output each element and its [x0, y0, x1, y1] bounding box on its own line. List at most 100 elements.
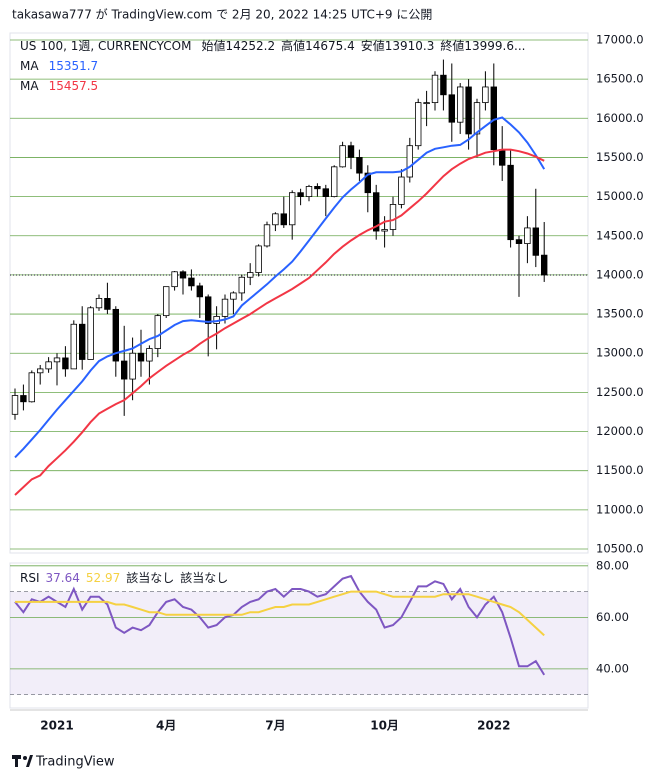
candle-body [347, 145, 355, 158]
x-tick-label: 7月 [265, 719, 285, 733]
ohlc-label: 高値 [281, 38, 305, 53]
candle-body [11, 395, 19, 415]
ohlc-value: 13999.6 [464, 39, 514, 53]
candle-body [507, 164, 514, 241]
rsi-tick-label: 60.00 [596, 610, 629, 624]
rsi-band [10, 591, 588, 695]
rsi-tick-label: 80.00 [596, 558, 629, 572]
x-tick-label: 10月 [370, 719, 399, 733]
rsi-na: 該当なし [180, 570, 228, 585]
candle-body [179, 271, 187, 279]
candle-body [398, 176, 405, 205]
candle-body [515, 239, 523, 244]
candle-body [456, 86, 464, 123]
rsi-value: 37.64 [46, 571, 80, 585]
candle-body [238, 276, 245, 294]
candle-body [95, 298, 103, 309]
y-tick-label: 11500.0 [596, 463, 644, 477]
ohlc-label: 安値 [361, 38, 385, 53]
ohlc-value: 13910.3 [385, 39, 435, 53]
ohlc-value: 14675.4 [305, 39, 355, 53]
price-pane [9, 32, 589, 554]
ohlc-value: 14252.2 [225, 39, 275, 53]
candle-body [356, 157, 363, 174]
candle-body [121, 360, 128, 380]
candle-body [53, 357, 61, 363]
candle-body [465, 86, 472, 135]
candle-body [162, 286, 170, 317]
candle-body [188, 277, 195, 287]
x-tick-label: 2021 [40, 719, 73, 733]
ma-line [14, 148, 545, 496]
candle-body [322, 188, 329, 197]
y-tick-label: 15000.0 [596, 189, 644, 203]
candle-body [288, 192, 296, 226]
candle-body [87, 307, 94, 360]
candle-body [305, 186, 313, 197]
candle-body [196, 285, 203, 298]
candle-body [381, 229, 388, 232]
truncation: ... [514, 39, 525, 53]
ma-value: 15351.7 [49, 59, 99, 73]
candle-body [297, 192, 304, 197]
ma-line [14, 116, 546, 459]
ma-name: MA [20, 59, 39, 73]
candle-body [129, 352, 136, 380]
candle-body [104, 298, 111, 310]
y-tick-label: 16000.0 [596, 111, 644, 125]
legend: US 100, 1週, CURRENCYCOM 始値14252.2 高値14675.… [20, 38, 525, 53]
rsi-tick-label: 40.00 [596, 661, 629, 675]
candle-body [79, 323, 86, 360]
candle-body [423, 102, 430, 105]
candle-body [204, 296, 212, 324]
rsi-name: RSI [20, 571, 40, 585]
candle-body [431, 74, 439, 104]
candle-body [146, 348, 153, 362]
candle-body [263, 224, 271, 247]
candle-body [246, 272, 254, 278]
y-tick-label: 10500.0 [596, 542, 644, 556]
candle-body [339, 145, 346, 168]
rsi-legend: RSI 37.64 52.97 該当なし 該当なし [20, 570, 228, 585]
y-tick-label: 14500.0 [596, 228, 644, 242]
candle-body [272, 213, 279, 226]
y-tick-label: 17000.0 [596, 32, 644, 46]
candle-body [45, 361, 52, 370]
candle-body [473, 102, 481, 135]
candle-body [389, 204, 397, 230]
header: takasawa777 が TradingView.com で 2月 20, 2… [12, 7, 432, 22]
candle-body [70, 323, 77, 370]
footer: TradingView [35, 755, 115, 770]
symbol: US 100, 1週, CURRENCYCOM [20, 39, 191, 53]
candle-body [482, 86, 489, 104]
candle-body [171, 271, 178, 288]
ma-name: MA [20, 79, 39, 93]
rsi-pane [9, 562, 589, 709]
candle-body [406, 145, 413, 178]
x-tick-label: 4月 [156, 719, 176, 733]
rsi-na: 該当なし [126, 570, 174, 585]
candle-body [364, 172, 371, 194]
rsi-value: 52.97 [86, 571, 120, 585]
candle-body [448, 94, 455, 123]
candle-body [280, 213, 287, 226]
y-tick-label: 14000.0 [596, 267, 644, 281]
y-tick-label: 15500.0 [596, 150, 644, 164]
candle-body [414, 102, 422, 147]
ma-legend: MA 15457.5 [20, 79, 98, 93]
candle-body [498, 149, 506, 166]
footer-logo [12, 755, 33, 767]
y-tick-label: 12000.0 [596, 424, 644, 438]
candle-body [314, 186, 321, 190]
candle-body [372, 192, 380, 232]
candle-body [440, 74, 447, 96]
ma-legend: MA 15351.7 [20, 59, 98, 73]
candle-body [541, 254, 548, 276]
candle-body [532, 227, 539, 256]
y-tick-label: 12500.0 [596, 385, 644, 399]
y-tick-label: 13000.0 [596, 346, 644, 360]
ma-value: 15457.5 [49, 79, 99, 93]
candle-body [221, 298, 229, 317]
x-tick-label: 2022 [477, 719, 510, 733]
candle-body [112, 308, 119, 362]
